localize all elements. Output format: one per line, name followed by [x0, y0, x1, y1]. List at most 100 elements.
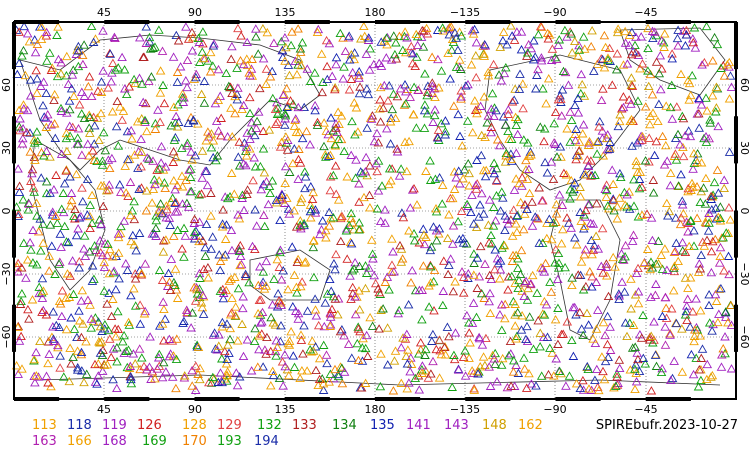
- border-segment: [284, 397, 330, 401]
- observation-marker: [245, 144, 255, 153]
- observation-marker: [348, 224, 359, 234]
- observation-marker: [344, 220, 354, 230]
- observation-marker: [255, 161, 266, 171]
- observation-marker: [230, 310, 241, 320]
- observation-marker: [126, 374, 136, 384]
- observation-marker: [306, 181, 316, 191]
- observation-marker: [298, 349, 308, 358]
- observation-marker: [325, 150, 336, 159]
- observation-marker: [630, 384, 640, 394]
- observation-marker: [667, 114, 678, 123]
- observation-marker: [103, 325, 114, 335]
- observation-marker: [512, 27, 522, 36]
- observation-marker: [265, 346, 276, 356]
- observation-marker: [130, 358, 140, 368]
- observation-marker: [99, 324, 110, 333]
- observation-marker: [539, 124, 550, 133]
- bottom-lon-label: 180: [365, 403, 386, 416]
- observation-marker: [368, 254, 378, 263]
- observation-marker: [419, 123, 430, 132]
- observation-marker: [535, 122, 546, 131]
- observation-marker: [685, 216, 696, 225]
- observation-marker: [726, 364, 737, 373]
- observation-marker: [136, 134, 146, 143]
- observation-marker: [706, 372, 716, 381]
- observation-marker: [33, 226, 44, 236]
- observation-marker: [571, 150, 582, 159]
- observation-marker: [620, 240, 631, 250]
- observation-marker: [189, 227, 200, 237]
- observation-marker: [539, 310, 550, 319]
- observation-marker: [704, 289, 714, 299]
- observation-marker: [720, 332, 730, 341]
- observation-marker: [650, 350, 661, 359]
- observation-marker: [107, 68, 117, 77]
- observation-marker: [356, 383, 367, 392]
- observation-marker: [458, 352, 469, 361]
- observation-marker: [688, 369, 699, 379]
- observation-marker: [617, 104, 627, 113]
- observation-marker: [61, 166, 71, 175]
- observation-marker: [253, 362, 263, 371]
- observation-marker: [493, 258, 503, 268]
- observation-marker: [280, 109, 290, 118]
- observation-marker: [82, 210, 93, 219]
- observation-marker: [27, 295, 38, 304]
- observation-marker: [372, 128, 382, 138]
- observation-marker: [447, 45, 457, 54]
- observation-marker: [151, 231, 161, 240]
- observation-marker: [245, 134, 255, 143]
- observation-marker: [36, 173, 46, 182]
- observation-marker: [401, 47, 411, 57]
- observation-marker: [182, 308, 193, 317]
- observation-marker: [206, 142, 217, 152]
- observation-marker: [193, 33, 204, 43]
- observation-marker: [165, 285, 176, 295]
- observation-marker: [486, 127, 496, 137]
- observation-marker: [570, 135, 581, 145]
- right-latitude-labels: 60 30 0 −30 −60: [738, 78, 750, 349]
- observation-marker: [434, 172, 445, 182]
- observation-marker: [711, 296, 722, 305]
- observation-marker: [643, 66, 653, 75]
- observation-marker: [280, 114, 290, 123]
- observation-marker: [30, 155, 40, 164]
- observation-marker: [439, 342, 450, 352]
- observation-marker: [289, 121, 300, 130]
- observation-marker: [421, 166, 431, 175]
- observation-marker: [179, 252, 189, 261]
- observation-marker: [532, 288, 542, 297]
- observation-marker: [215, 265, 225, 275]
- observation-marker: [32, 211, 42, 220]
- left-lat-label: 0: [0, 208, 13, 215]
- observation-marker: [532, 213, 542, 222]
- observation-marker: [353, 355, 364, 365]
- observation-marker: [165, 220, 175, 229]
- observation-marker: [495, 265, 506, 274]
- observation-marker: [392, 147, 403, 156]
- observation-marker: [413, 349, 424, 358]
- observation-marker: [557, 85, 568, 94]
- observation-marker: [203, 56, 213, 65]
- observation-marker: [283, 60, 294, 69]
- observation-marker: [713, 317, 723, 327]
- observation-marker: [698, 183, 709, 192]
- observation-marker: [170, 184, 180, 194]
- observation-marker: [17, 51, 27, 60]
- observation-marker: [343, 339, 354, 348]
- observation-marker: [197, 47, 208, 56]
- observation-marker: [256, 184, 267, 194]
- observation-marker: [365, 202, 375, 212]
- observation-marker: [31, 347, 41, 357]
- observation-marker: [661, 313, 672, 322]
- observation-marker: [69, 91, 79, 100]
- observation-marker: [310, 68, 320, 77]
- observation-marker: [186, 186, 197, 196]
- observation-marker: [89, 120, 100, 130]
- observation-marker: [702, 235, 712, 244]
- observation-marker: [503, 285, 513, 294]
- observation-marker: [598, 84, 608, 93]
- observation-marker: [325, 309, 336, 318]
- observation-marker: [589, 66, 599, 75]
- observation-marker: [41, 310, 52, 319]
